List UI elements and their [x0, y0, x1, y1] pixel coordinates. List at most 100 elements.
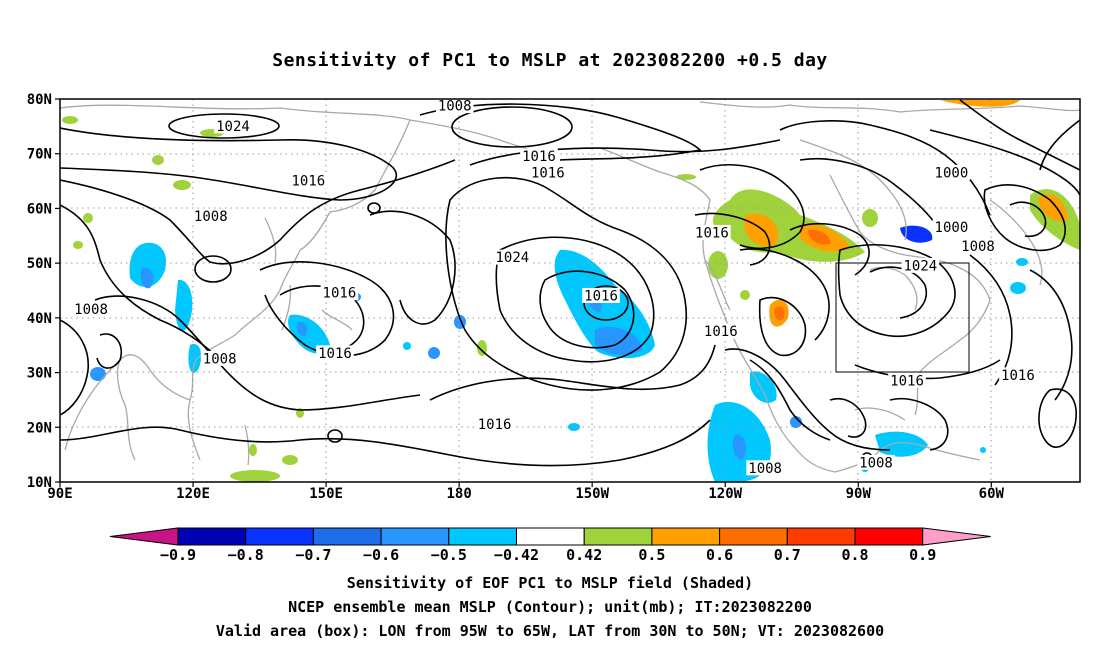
map-title: Sensitivity of PC1 to MSLP at 2023082200…	[272, 50, 828, 71]
colorbar-tick-label: 0.9	[909, 546, 936, 564]
negative-sensitivity-patch	[568, 423, 580, 431]
contour-label: 1016	[531, 165, 565, 181]
negative-sensitivity-patch	[90, 367, 106, 381]
negative-sensitivity-patch	[129, 242, 166, 288]
contour-label-bg	[857, 454, 895, 470]
negative-sensitivity-patch	[428, 347, 440, 359]
caption-line-2: NCEP ensemble mean MSLP (Contour); unit(…	[288, 598, 812, 616]
contour-label-bg	[582, 287, 620, 303]
colorbar-tick-label: −0.5	[431, 546, 467, 564]
caption-line-3: Valid area (box): LON from 95W to 65W, L…	[215, 622, 885, 640]
negative-sensitivity-patch	[980, 447, 986, 453]
lat-tick-label: 40N	[27, 311, 52, 327]
contour-label-bg	[746, 460, 784, 476]
lon-tick-label: 120W	[708, 486, 742, 502]
lon-tick-label: 150E	[309, 486, 343, 502]
colorbar-tick-label: 0.6	[706, 546, 733, 564]
contour-label-bg	[72, 301, 110, 317]
contour-label: 1008	[194, 209, 228, 225]
lat-tick-label: 30N	[27, 366, 52, 382]
negative-sensitivity-patch	[188, 344, 202, 373]
lon-tick-label: 90E	[47, 486, 72, 502]
contour-label: 1016	[323, 286, 357, 302]
positive-sensitivity-patch	[808, 229, 831, 245]
contour-label: 1016	[291, 174, 325, 190]
contour-label-bg	[320, 285, 359, 301]
lon-tick-label: 90W	[846, 486, 872, 502]
negative-sensitivity-patch	[1016, 258, 1028, 266]
colorbar-tick-label: −0.42	[494, 546, 539, 564]
contour-label-bg	[701, 323, 740, 339]
contour-label-bg	[693, 225, 731, 241]
contour-label: 1024	[216, 119, 250, 135]
contour-label-bg	[493, 249, 532, 265]
positive-sensitivity-patch	[740, 290, 750, 300]
contour-label-bg	[289, 173, 328, 189]
colorbar-swatch	[719, 527, 788, 546]
contour-label: 1008	[74, 302, 108, 318]
colorbar-tick-label: −0.8	[228, 546, 264, 564]
graticule	[60, 99, 1080, 482]
positive-sensitivity-patch	[862, 209, 878, 227]
colorbar-tick-label: 0.7	[774, 546, 801, 564]
coastlines	[60, 101, 1080, 473]
contour-label-bg	[191, 208, 230, 224]
lon-tick-label: 60W	[979, 486, 1005, 502]
positive-sensitivity-patch	[676, 174, 696, 180]
negative-sensitivity-patch	[296, 321, 308, 336]
plot-frame	[59, 98, 1081, 483]
lat-tick-label: 80N	[27, 92, 52, 108]
positive-sensitivity-patch	[774, 306, 785, 321]
colorbar-tick-label: −0.6	[363, 546, 399, 564]
negative-sensitivity-patch	[595, 326, 642, 355]
contour-label: 1016	[695, 226, 729, 242]
negative-sensitivity-patch	[175, 279, 193, 331]
colorbar-low-extend	[109, 527, 179, 546]
contour-label: 1016	[318, 346, 352, 362]
colorbar-tick-label: 0.5	[638, 546, 665, 564]
contour-label: 1008	[438, 99, 472, 115]
colorbar-tick-label: −0.9	[160, 546, 196, 564]
contour-label: 1024	[903, 258, 937, 274]
contour-label-bg	[435, 98, 474, 114]
contour-label-bg	[475, 416, 514, 432]
colorbar-swatch	[583, 527, 653, 546]
contour-label: 1008	[203, 351, 237, 367]
colorbar-swatch	[651, 527, 721, 546]
contour-label: 1016	[704, 324, 738, 340]
colorbar-swatch	[312, 527, 382, 546]
contour-label: 1008	[961, 239, 995, 255]
colorbar-swatch	[516, 527, 585, 546]
negative-sensitivity-patch	[732, 434, 746, 460]
lat-tick-label: 60N	[27, 201, 52, 217]
contour-label-bg	[316, 345, 354, 361]
colorbar: −0.9 −0.8 −0.7 −0.6 −0.5 −0.42 0.42 0.5 0.6 0.7 0.…	[109, 527, 991, 564]
positive-sensitivity-patch	[83, 213, 93, 223]
contour-label-bg	[520, 148, 558, 164]
negative-sensitivity-patch	[875, 431, 928, 457]
negative-sensitivity-patch	[403, 342, 411, 350]
colorbar-swatch	[854, 527, 924, 546]
colorbar-swatch	[245, 527, 314, 546]
negative-sensitivity-patch	[140, 267, 154, 289]
contour-label: 1008	[748, 461, 782, 477]
positive-sensitivity-patch	[282, 455, 298, 465]
sensitivity-shading	[62, 100, 1080, 482]
colorbar-tick-label: 0.8	[841, 546, 868, 564]
contour-label: 1016	[1001, 368, 1035, 384]
lat-tick-label: 50N	[27, 256, 52, 272]
contour-label-bg	[901, 257, 940, 273]
contour-label-bg	[200, 350, 239, 366]
contour-label: 1016	[584, 288, 618, 304]
colorbar-swatch	[786, 527, 856, 546]
lat-tick-label: 70N	[27, 147, 52, 163]
positive-sensitivity-patch	[173, 180, 191, 190]
negative-sensitivity-patch	[1010, 282, 1026, 294]
positive-sensitivity-patch	[230, 470, 280, 482]
colorbar-swatch	[448, 527, 517, 546]
colorbar-tick-label: 0.42	[566, 546, 602, 564]
lon-tick-label: 120E	[176, 486, 210, 502]
positive-sensitivity-patch	[249, 444, 257, 456]
positive-sensitivity-patch	[73, 241, 83, 249]
